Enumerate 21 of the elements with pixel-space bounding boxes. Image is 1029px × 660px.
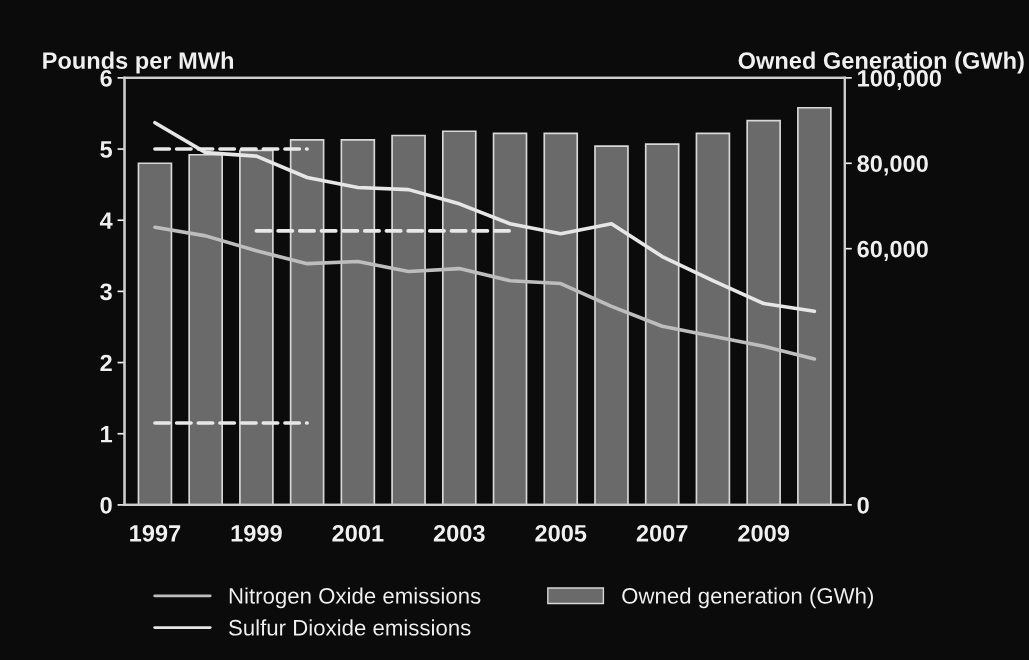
y-tick-label: 2 bbox=[100, 354, 112, 372]
x-tick-label: 1999 bbox=[231, 524, 282, 542]
y-tick-label: 0 bbox=[100, 496, 112, 514]
legend-label: Nitrogen Oxide emissions bbox=[229, 587, 481, 609]
line-series bbox=[153, 120, 817, 314]
x-tick-label: 2003 bbox=[433, 524, 485, 542]
y-tick-label: 4 bbox=[99, 212, 113, 229]
line-series bbox=[153, 225, 817, 361]
x-tick-label: 2007 bbox=[636, 524, 688, 542]
y-tick-label: 3 bbox=[100, 283, 112, 301]
y2-tick-label: 80,000 bbox=[857, 155, 928, 176]
x-tick-label: 2001 bbox=[332, 524, 384, 542]
x-tick-label: 2009 bbox=[738, 524, 790, 542]
legend-label: Sulfur Dioxide emissions bbox=[229, 619, 471, 636]
y-tick-label: 5 bbox=[100, 141, 113, 158]
y2-tick-label: 0 bbox=[857, 496, 869, 514]
legend-label: Owned generation (GWh) bbox=[622, 587, 873, 609]
x-tick-label: 2005 bbox=[535, 524, 587, 542]
y2-tick-label: 60,000 bbox=[857, 240, 928, 261]
x-tick-label: 1997 bbox=[130, 524, 181, 542]
y-tick-label: 1 bbox=[101, 426, 113, 443]
